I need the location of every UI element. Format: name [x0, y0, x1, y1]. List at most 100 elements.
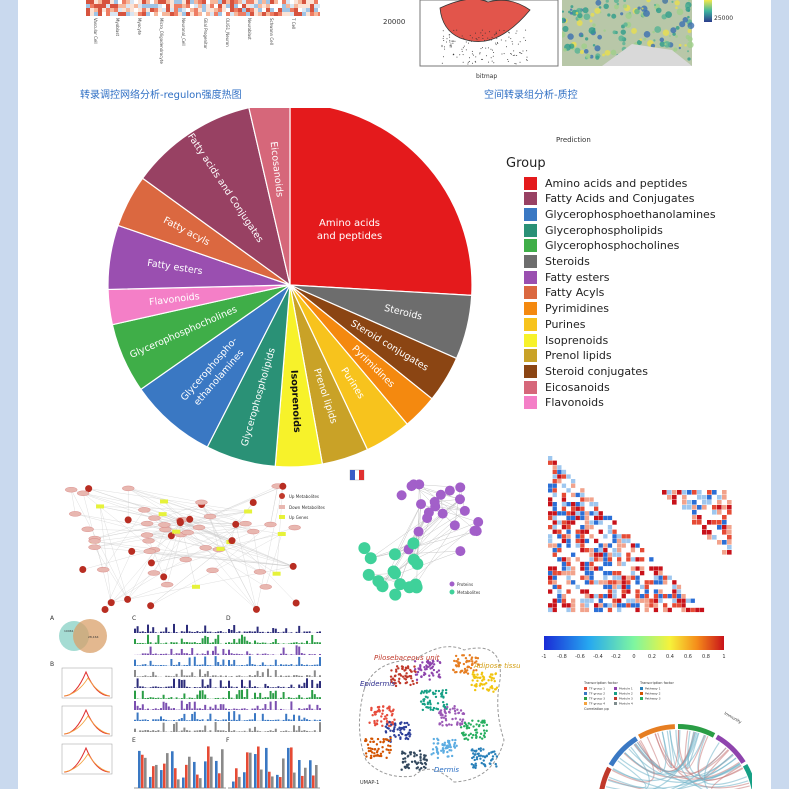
legend-item: Amino acids and peptides — [524, 176, 687, 190]
umap-axis-label: UMAP-1 — [360, 780, 379, 786]
legend-label: Fatty esters — [545, 270, 610, 284]
legend-swatch — [524, 380, 537, 394]
chord-legend-item: Pathway 2 — [645, 692, 661, 696]
heatmap-axis-label: OLIG1_Neuron — [225, 18, 230, 47]
network-legend: Up Metabolites Down Metabolites Up Genes — [279, 493, 325, 520]
chord-legend-item: TF group 1 — [588, 687, 605, 691]
chord-legend-item: Module 4 — [619, 702, 633, 706]
legend-swatch — [524, 333, 537, 347]
umap-label-adipose: Adipose tissue — [473, 662, 520, 670]
legend-label: Glycerophosphoethanolamines — [545, 207, 716, 221]
violin-shape — [439, 0, 531, 42]
legend-swatch — [524, 364, 537, 378]
legend-label: Isoprenoids — [545, 333, 609, 347]
legend-swatch — [524, 349, 537, 363]
colorbar-tick: 0 — [632, 654, 635, 660]
legend-swatch — [524, 286, 537, 300]
chord-legend-left-title: Transcription factor — [583, 681, 618, 685]
pie-title: Prediction — [556, 136, 591, 144]
colorbar-tick: -0.4 — [593, 654, 603, 660]
chord-legend-item: Module 2 — [619, 692, 633, 696]
legend-label: Pyrimidines — [545, 302, 610, 316]
legend-swatch — [524, 192, 537, 206]
spatial-caption: 空间转录组分析-质控 — [484, 90, 578, 101]
legend-label: Purines — [545, 317, 586, 331]
legend-item: Fatty esters — [524, 270, 610, 284]
regulon-caption: 转录调控网络分析-regulon强度热图 — [80, 90, 242, 101]
panel-letter-b: B — [50, 661, 54, 668]
legend-swatch — [524, 255, 537, 268]
colorbar-tick: 0.2 — [648, 654, 656, 660]
regulon-heatmap-panel: Vascular Cell Myoblast Myocyte Micro_Oligod… — [70, 0, 320, 82]
legend-label: Amino acids and peptides — [545, 176, 688, 190]
legend-swatch — [524, 270, 537, 284]
panel-letter-e: E — [132, 737, 136, 744]
legend-swatch — [524, 176, 537, 190]
spatial-colorbar — [704, 0, 712, 22]
correlation-colorbar — [544, 636, 724, 650]
violin-panel: 20000 bitmap — [380, 0, 560, 82]
umap-panel: Pilosebaceous unit Adipose tissue Epider… — [334, 620, 520, 789]
venn-left-count: 10961 — [64, 629, 74, 633]
legend-label: Eicosanoids — [545, 380, 610, 394]
legend-label: Steroids — [545, 255, 590, 268]
spatial-panel: 25000 — [562, 0, 752, 82]
violin-x-label: bitmap — [476, 73, 497, 80]
heatmap-axis-label: Neuroblast — [247, 18, 252, 40]
panel-letter-a: A — [50, 615, 55, 622]
pie-slice-fatty-acids-and-conjugates — [141, 108, 291, 287]
chord-legend-right-title: Transcription factor — [639, 681, 674, 685]
legend-swatch — [524, 239, 537, 253]
heatmap-axis-label: Micro_Oligodendrocyte — [159, 18, 164, 64]
legend-label: Glycerophosphocholines — [545, 239, 680, 253]
legend-label: Steroid conjugates — [545, 364, 648, 378]
panel-letter-d: D — [226, 615, 231, 622]
pie-slice-eicosanoids — [248, 108, 291, 286]
legend-item: Steroid conjugates — [524, 364, 648, 378]
colorbar-tick: 0.4 — [666, 654, 674, 660]
panel-letter-c: C — [132, 615, 136, 622]
colorbar-tick: 0.6 — [684, 654, 692, 660]
heatmap-axis-label: Glial Progenitor — [203, 18, 208, 49]
legend-label: Fatty Acids and Conjugates — [545, 192, 695, 206]
legend-swatch — [524, 302, 537, 316]
legend-item: Prenol lipids — [524, 349, 612, 363]
legend-item: Purines — [524, 317, 585, 331]
network-legend-up-metabolites: Up Metabolites — [289, 494, 319, 499]
legend-label: Flavonoids — [545, 396, 604, 410]
umap-label-epidermis: Epidermis — [360, 680, 395, 688]
umap-label-dermis: Dermis — [434, 766, 459, 774]
legend-item: Flavonoids — [524, 396, 604, 410]
pie-slice-amino-acids-and-peptides — [289, 108, 473, 296]
ppi-network-panel: Proteins Metabolites — [340, 462, 500, 612]
legend-item: Glycerophosphocholines — [524, 239, 679, 253]
pie-label: Amino acids and peptides — [317, 218, 382, 242]
colorbar-tick: -0.2 — [611, 654, 621, 660]
legend-item: Isoprenoids — [524, 333, 608, 347]
pie-label: Isoprenoids — [288, 370, 302, 433]
chord-legend-item: TF group 2 — [588, 692, 605, 696]
ppi-legend-metabolites: Metabolites — [457, 590, 480, 595]
legend-item: Steroids — [524, 255, 590, 269]
chord-legend-item: Pathway 3 — [645, 697, 661, 701]
legend-item: Pyrimidines — [524, 302, 609, 316]
colorbar-tick: -0.6 — [575, 654, 585, 660]
chord-arc-label: Immunity — [724, 711, 744, 725]
legend-label: Glycerophospholipids — [545, 223, 663, 237]
venn-right — [73, 619, 107, 653]
ppi-legend-proteins: Proteins — [457, 582, 473, 587]
chord-legend-item: TF group 4 — [588, 702, 605, 706]
multi-omics-panel: A 10961 28,164 B C D E F — [48, 612, 348, 789]
legend-item: Fatty Acyls — [524, 286, 604, 300]
chord-legend-item: TF group 3 — [588, 697, 605, 701]
legend-item: Eicosanoids — [524, 380, 610, 394]
heatmap-axis-label: Myocyte — [137, 18, 142, 35]
network-panel: Up Metabolites Down Metabolites Up Genes — [48, 478, 348, 616]
network-legend-down-metabolites: Down Metabolites — [289, 505, 325, 510]
umap-outline — [358, 646, 505, 783]
heatmap-axis-label: Myoblast — [115, 18, 120, 36]
violin-y-tick: 20000 — [383, 18, 405, 26]
legend-title: Group — [506, 156, 546, 171]
heatmap-axis-label: Neuronal_Cell — [181, 18, 186, 46]
